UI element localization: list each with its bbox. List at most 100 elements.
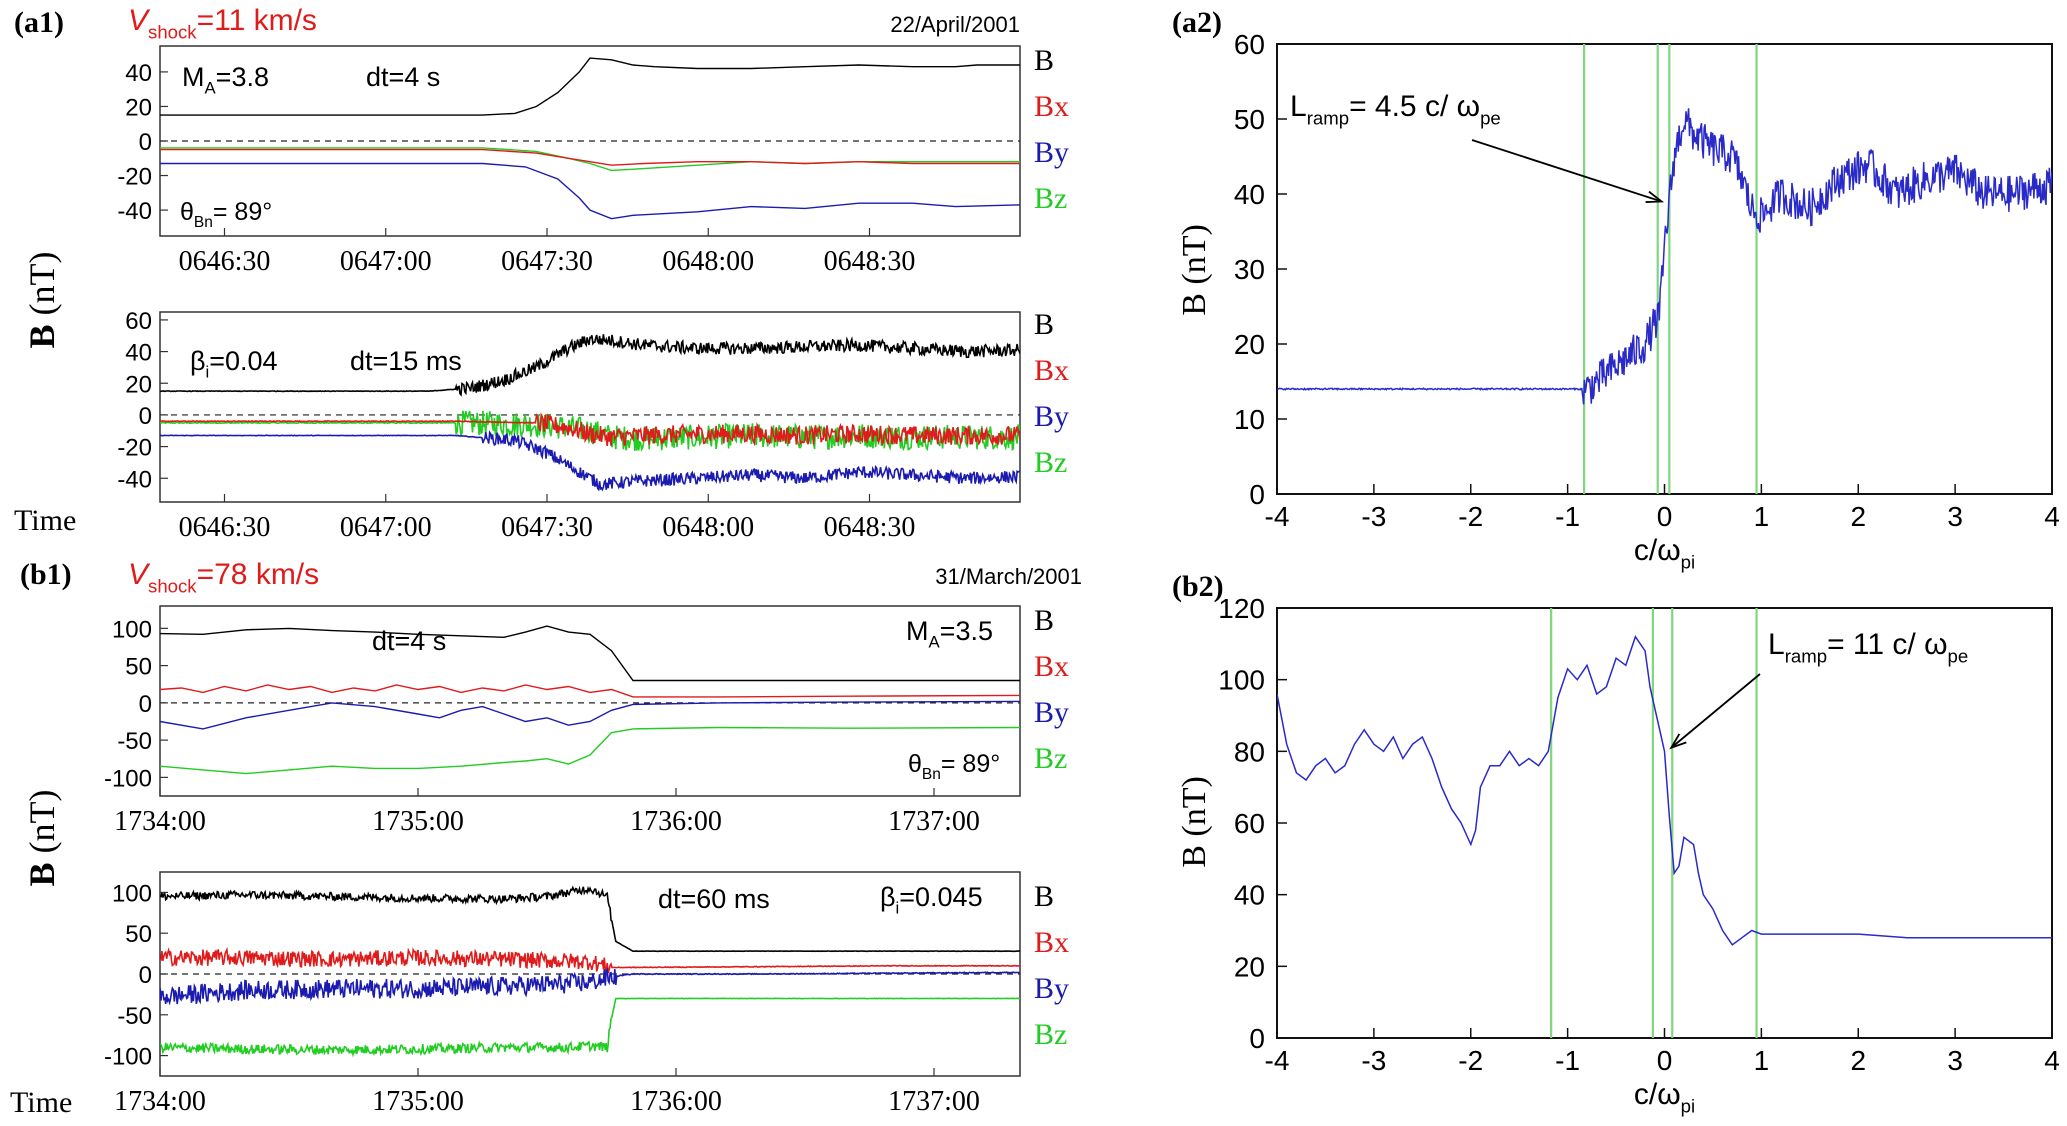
legend-bx: Bx bbox=[1034, 90, 1069, 123]
annotation-main: V bbox=[128, 558, 151, 591]
y-tick-label: -20 bbox=[117, 164, 152, 191]
cadence-label: dt=4 s bbox=[372, 626, 446, 656]
panel-a1_top: 40 20 0 -20 -40 0646:30 0647:00 0647:30 0648:00 0… bbox=[117, 44, 1069, 277]
x-tick-label: 0646:30 bbox=[179, 246, 271, 277]
y-tick-label: 60 bbox=[1234, 29, 1265, 60]
x-tick-label: 0648:30 bbox=[824, 246, 916, 277]
y-axis-label-main: B bbox=[1176, 837, 1213, 868]
series-line-bz bbox=[160, 726, 1020, 775]
panel-a2: 0 10 20 30 40 50 60 -4 -3 -2 -1 0 1 2 3 4 bbox=[1234, 29, 2060, 532]
y-tick-label: -50 bbox=[117, 728, 152, 755]
x-tick-label: 1737:00 bbox=[888, 1086, 980, 1117]
beta-i: βi=0.04 bbox=[190, 346, 278, 382]
series-line-b bbox=[160, 57, 1020, 116]
beta-i: βi=0.045 bbox=[880, 882, 983, 918]
y-tick-label: -40 bbox=[117, 466, 152, 493]
x-tick-label: 1 bbox=[1754, 501, 1770, 532]
y-tick-label: 30 bbox=[1234, 254, 1265, 285]
y-tick-label: 20 bbox=[125, 94, 152, 121]
annotation-sub: A bbox=[205, 79, 217, 98]
y-tick-label: -40 bbox=[117, 198, 152, 225]
time-axis-label: Time bbox=[10, 1086, 72, 1119]
y-axis-label: B (nT) bbox=[22, 790, 62, 887]
cadence-label: dt=15 ms bbox=[350, 346, 462, 376]
legend-b: B bbox=[1034, 604, 1054, 637]
annotation-main: β bbox=[880, 882, 896, 912]
panel-b2: 0 20 40 60 80 100 120 -4 -3 -2 -1 0 1 2 3 4 bbox=[1218, 593, 2060, 1076]
arrow-head bbox=[1645, 190, 1665, 203]
annotation-sub: ramp bbox=[1785, 645, 1827, 666]
x-tick-label: -3 bbox=[1361, 501, 1386, 532]
annotation-main: c/ω bbox=[1634, 534, 1681, 567]
x-tick-label: 2 bbox=[1850, 501, 1866, 532]
ramp-annotation: Lramp= 4.5 c/ ωpe bbox=[1290, 90, 1501, 128]
y-tick-label: 40 bbox=[125, 60, 152, 87]
x-tick-label: 1736:00 bbox=[630, 806, 722, 837]
annotation-rest: =78 km/s bbox=[197, 558, 320, 591]
series-line-bx bbox=[160, 946, 1020, 974]
y-tick-label: -20 bbox=[117, 435, 152, 462]
x-tick-label: 0648:30 bbox=[824, 512, 916, 543]
series-line-b bbox=[160, 334, 1020, 397]
series-line-by bbox=[160, 700, 1020, 730]
series-line-by bbox=[160, 967, 1020, 1006]
annotation-rest: =0.045 bbox=[899, 882, 982, 912]
series-line-b bbox=[160, 885, 1020, 953]
y-tick-label: 10 bbox=[1234, 404, 1265, 435]
panel-b1_top: 100 50 0 -50 -100 1734:00 1735:00 1736:00 1737:0… bbox=[104, 604, 1069, 837]
annotation-main: L bbox=[1768, 628, 1785, 661]
y-axis-label-unit: (nT) bbox=[1176, 776, 1213, 836]
y-tick-label: 0 bbox=[139, 691, 152, 718]
mach-number: MA=3.8 bbox=[182, 62, 269, 98]
x-tick-label: 4 bbox=[2044, 501, 2060, 532]
y-tick-label: 100 bbox=[112, 880, 152, 907]
x-tick-label: 0646:30 bbox=[179, 512, 271, 543]
x-tick-label: 0648:00 bbox=[662, 246, 754, 277]
plot-frame bbox=[1276, 607, 2053, 1039]
annotation-main: V bbox=[128, 4, 151, 37]
y-axis-label-main: B bbox=[22, 853, 62, 886]
x-tick-label: 0 bbox=[1657, 1045, 1673, 1076]
x-tick-label: -1 bbox=[1555, 1045, 1580, 1076]
arrow-shaft bbox=[1471, 139, 1662, 203]
y-axis-label: B (nT) bbox=[1176, 224, 1213, 316]
series-line-bz bbox=[160, 147, 1020, 172]
x-tick-label: -2 bbox=[1458, 1045, 1483, 1076]
y-tick-label: 40 bbox=[1234, 179, 1265, 210]
legend-b: B bbox=[1034, 308, 1054, 341]
x-tick-label: -2 bbox=[1458, 501, 1483, 532]
theta-bn: θBn= 89° bbox=[908, 750, 1000, 783]
y-tick-label: 0 bbox=[1249, 1023, 1265, 1054]
x-tick-label: 0647:00 bbox=[340, 512, 432, 543]
annotation-main: M bbox=[906, 616, 929, 646]
series-line-b bbox=[160, 625, 1020, 682]
x-tick-label: 0647:30 bbox=[501, 512, 593, 543]
x-tick-label: 1 bbox=[1754, 1045, 1770, 1076]
annotation-rest: = 89° bbox=[213, 198, 272, 226]
annotation-rest: = 11 c/ ω bbox=[1827, 628, 1947, 661]
y-axis-label-unit: (nT) bbox=[22, 252, 62, 316]
annotation-rest: =3.8 bbox=[216, 62, 269, 92]
series-line-b bbox=[1277, 635, 2052, 946]
y-tick-label: 60 bbox=[125, 308, 152, 335]
panel-label: (b2) bbox=[1172, 570, 1224, 603]
annotation-sub2: pe bbox=[1948, 645, 1969, 666]
legend-bz: Bz bbox=[1034, 446, 1067, 479]
x-tick-label: 1734:00 bbox=[114, 806, 206, 837]
annotation-sub: i bbox=[206, 363, 210, 382]
plot-frame bbox=[159, 605, 1021, 797]
time-axis-label: Time bbox=[14, 504, 76, 537]
shock-speed: Vshock=78 km/s bbox=[128, 558, 319, 596]
series-line-bz bbox=[160, 997, 1020, 1058]
panel-b1_bottom: 100 50 0 -50 -100 1734:00 1735:00 1736:00 1737:0… bbox=[104, 871, 1069, 1117]
legend-bz: Bz bbox=[1034, 1018, 1067, 1051]
annotation-rest: = 89° bbox=[941, 750, 1000, 778]
x-tick-label: 1737:00 bbox=[888, 806, 980, 837]
annotation-rest: =11 km/s bbox=[197, 4, 317, 37]
y-axis-label-main: B bbox=[1176, 285, 1213, 316]
y-tick-label: 40 bbox=[1234, 880, 1265, 911]
legend-bz: Bz bbox=[1034, 742, 1067, 775]
annotation-rest: =3.5 bbox=[940, 616, 993, 646]
y-tick-label: 100 bbox=[112, 616, 152, 643]
annotation-sub: A bbox=[929, 633, 941, 652]
